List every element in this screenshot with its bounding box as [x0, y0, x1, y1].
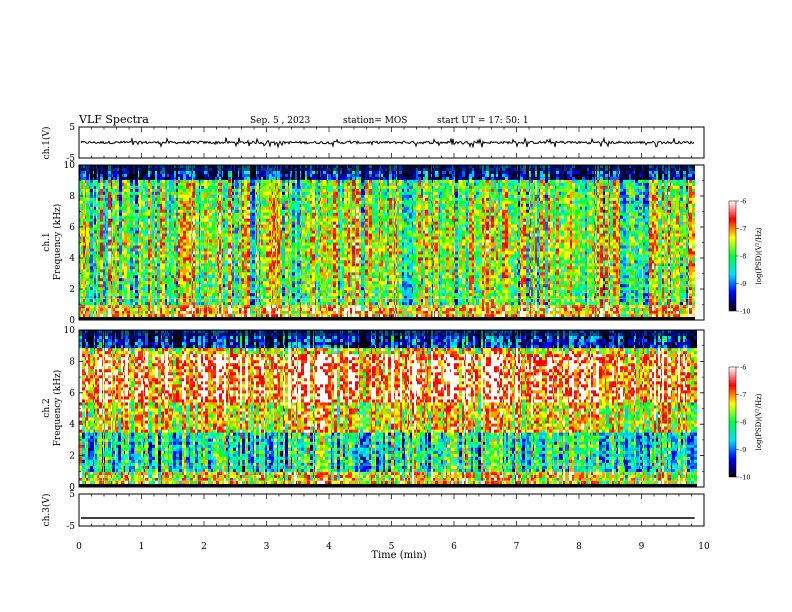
station-label: station= MOS: [343, 116, 407, 126]
ch3-waveform-ylabel: ch.3(V): [41, 494, 52, 527]
figure-title: VLF Spectra: [78, 113, 149, 126]
colorbar-tick-label: -10: [740, 308, 750, 316]
ch1-waveform-line: [80, 136, 695, 149]
ch1-colorbar: -6 -7 -8 -9 -10 log(PSD)(V²/Hz): [728, 198, 763, 316]
x-tick-label: 4: [326, 542, 332, 552]
colorbar-tick-label: -6: [740, 198, 746, 206]
colorbar-tick-label: -8: [740, 253, 746, 261]
x-tick-label: 9: [639, 542, 645, 552]
colorbar-tick-label: -9: [740, 446, 746, 454]
y-tick-label: 5: [69, 490, 75, 500]
x-tick-label: 3: [264, 542, 270, 552]
x-tick-label: 1: [139, 542, 145, 552]
ch1-frequency-ylabel: Frequency (kHz): [52, 204, 63, 281]
ch1-waveform-ylabel: ch.1(V): [41, 127, 52, 160]
x-tick-label: 8: [576, 542, 582, 552]
date-label: Sep. 5 , 2023: [250, 116, 310, 126]
colorbar-tick-label: -8: [740, 419, 746, 427]
x-tick-label: 2: [201, 542, 207, 552]
ch2-colorbar: -6 -7 -8 -9 -10 log(PSD)(V²/Hz): [728, 364, 763, 482]
colorbar-tick-label: -7: [740, 391, 746, 399]
y-tick-label: 4: [69, 420, 75, 430]
ch2-spectrogram-panel: [78, 329, 705, 488]
ch2-colorbar-label: log(PSD)(V²/Hz): [755, 393, 763, 450]
y-tick-label: 0: [69, 483, 75, 493]
colorbar-tick-label: -7: [740, 225, 746, 233]
y-tick-label: 8: [69, 192, 75, 202]
ch1-spectrogram-panel: [78, 164, 705, 321]
ch2-frequency-ylabel: Frequency (kHz): [52, 370, 63, 447]
x-axis-label: Time (min): [371, 550, 426, 561]
y-tick-label: 10: [64, 326, 76, 336]
y-tick-label: 4: [69, 254, 75, 264]
y-tick-label: 6: [69, 389, 75, 399]
y-tick-label: -5: [66, 154, 75, 164]
ch1-colorbar-label: log(PSD)(V²/Hz): [755, 227, 763, 284]
y-tick-label: -5: [66, 522, 75, 532]
colorbar-tick-label: -9: [740, 280, 746, 288]
y-tick-label: 5: [69, 123, 75, 133]
x-tick-label: 6: [451, 542, 457, 552]
x-tick-label: 5: [389, 542, 395, 552]
x-tick-label: 7: [514, 542, 520, 552]
y-tick-label: 8: [69, 357, 75, 367]
y-tick-label: 2: [69, 452, 75, 462]
x-tick-label: 10: [698, 542, 710, 552]
y-tick-label: 0: [69, 316, 75, 326]
x-tick-label: 0: [76, 542, 82, 552]
ch2-channel-label: ch.2: [42, 398, 52, 417]
y-tick-label: 2: [69, 285, 75, 295]
y-tick-label: 10: [64, 161, 76, 171]
colorbar-tick-label: -6: [740, 364, 746, 372]
start-time-label: start UT = 17: 50: 1: [437, 116, 529, 126]
colorbar-tick-label: -10: [740, 474, 750, 482]
y-tick-label: 6: [69, 223, 75, 233]
ch1-channel-label: ch.1: [42, 232, 52, 251]
